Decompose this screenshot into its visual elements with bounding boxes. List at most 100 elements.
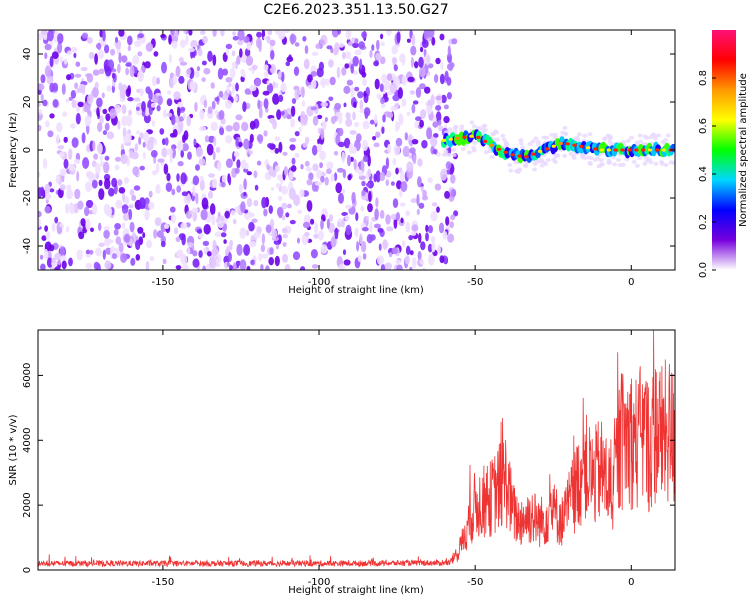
spectrogram-noise-cell [228, 82, 232, 88]
spectrogram-noise-cell [225, 158, 233, 168]
spectrogram-noise-cell [85, 73, 92, 78]
spectrogram-noise-cell [263, 98, 269, 109]
spectrogram-noise-cell [217, 67, 224, 80]
spectrogram-noise-cell [407, 76, 415, 83]
spectrogram-noise-cell [73, 159, 81, 165]
spectrogram-noise-cell [123, 176, 130, 184]
spectrogram-noise-cell [400, 217, 404, 224]
spectrogram-noise-cell [102, 130, 107, 136]
spectrogram-noise-cell [246, 171, 252, 176]
spectrogram-noise-cell [102, 108, 108, 115]
spectrogram-noise-cell [51, 51, 59, 59]
spectrogram-signal-halo [598, 163, 604, 168]
spectrogram-noise-cell [385, 179, 389, 187]
spectrogram-noise-cell [192, 210, 197, 222]
spectrogram-noise-cell [410, 45, 417, 56]
spectrogram-noise-cell [121, 115, 128, 127]
spectrogram-noise-cell [304, 160, 310, 167]
spectrogram-noise-cell [243, 244, 251, 256]
spectrogram-noise-cell [170, 213, 176, 224]
spectrogram-noise-cell [449, 221, 455, 229]
spectrogram-noise-cell [352, 56, 359, 67]
spectrogram-noise-cell [38, 108, 43, 116]
spectrogram-noise-cell [334, 172, 338, 182]
spectrogram-noise-cell [148, 89, 153, 101]
spectrogram-noise-cell [177, 140, 184, 152]
spectrogram-noise-cell [94, 53, 98, 65]
spectrogram-noise-cell [134, 143, 139, 151]
spectrogram-noise-cell [337, 167, 344, 173]
spectrogram-noise-cell [218, 90, 224, 98]
spectrogram-noise-cell [42, 99, 48, 107]
spectrogram-noise-cell [351, 191, 356, 204]
spectrogram-noise-cell [178, 116, 185, 122]
spectrogram-noise-cell [230, 210, 236, 216]
spectrogram-noise-cell [237, 141, 243, 148]
spectrogram-noise-cell [57, 33, 64, 44]
spectrogram-noise-cell [104, 260, 112, 270]
spectrogram-noise-cell [435, 95, 442, 101]
spectrogram-noise-cell [451, 38, 458, 45]
spectrogram-y-tick-label: -40 [22, 238, 33, 254]
spectrogram-noise-cell [278, 30, 286, 40]
spectrogram-noise-cell [249, 120, 256, 130]
spectrogram-noise-cell [44, 120, 50, 128]
spectrogram-noise-cell [146, 140, 154, 151]
spectrogram-noise-cell [212, 178, 218, 189]
spectrogram-noise-cell [104, 178, 111, 190]
spectrogram-noise-cell [166, 90, 172, 95]
spectrogram-signal-halo [532, 167, 537, 172]
spectrogram-noise-cell [335, 111, 343, 118]
spectrogram-noise-cell [320, 128, 325, 140]
spectrogram-noise-cell [128, 109, 133, 116]
spectrogram-noise-cell [125, 62, 132, 67]
spectrogram-noise-cell [56, 122, 63, 133]
spectrogram-noise-cell [106, 85, 112, 92]
spectrogram-signal-halo [615, 158, 621, 162]
spectrogram-noise-cell [278, 94, 284, 102]
spectrogram-noise-cell [437, 244, 441, 255]
spectrogram-y-tick-label: 0 [22, 147, 33, 153]
spectrogram-noise-cell [395, 167, 399, 175]
spectrogram-signal-halo [588, 156, 594, 161]
spectrogram-signal-peak [592, 147, 598, 151]
spectrogram-noise-cell [359, 233, 363, 245]
spectrogram-noise-cell [38, 218, 41, 228]
spectrogram-noise-cell [311, 51, 319, 56]
spectrogram-noise-cell [391, 247, 398, 255]
spectrogram-noise-cell [154, 217, 162, 227]
spectrogram-noise-cell [96, 142, 103, 155]
spectrogram-signal-halo [598, 158, 604, 163]
spectrogram-noise-cell [161, 147, 168, 158]
snr-y-tick-label: 2000 [22, 492, 33, 517]
spectrogram-noise-cell [80, 218, 86, 227]
spectrogram-noise-cell [281, 253, 289, 263]
spectrogram-noise-cell [399, 202, 406, 207]
spectrogram-noise-cell [424, 53, 431, 65]
spectrogram-noise-cell [49, 188, 55, 193]
spectrogram-noise-cell [432, 121, 439, 128]
spectrogram-noise-cell [244, 88, 251, 95]
spectrogram-noise-cell [310, 218, 315, 225]
spectrogram-noise-cell [382, 114, 386, 123]
spectrogram-signal-halo [453, 124, 459, 129]
spectrogram-signal-peak [455, 136, 460, 140]
spectrogram-noise-cell [166, 112, 173, 118]
spectrogram-noise-cell [171, 188, 176, 196]
spectrogram-noise-cell [236, 159, 241, 169]
spectrogram-noise-cell [253, 170, 258, 179]
spectrogram-signal-halo [543, 162, 549, 166]
spectrogram-noise-cell [342, 51, 346, 60]
spectrogram-noise-cell [157, 158, 165, 163]
spectrogram-noise-cell [151, 94, 159, 104]
spectrogram-noise-cell [188, 30, 193, 36]
spectrogram-noise-cell [250, 259, 255, 266]
spectrogram-noise-cell [401, 98, 407, 107]
spectrogram-noise-cell [251, 64, 258, 71]
spectrogram-noise-cell [249, 133, 254, 143]
spectrogram-noise-cell [354, 49, 362, 56]
spectrogram-noise-cell [189, 80, 196, 92]
spectrogram-signal-halo [621, 140, 627, 145]
spectrogram-noise-cell [203, 67, 211, 75]
